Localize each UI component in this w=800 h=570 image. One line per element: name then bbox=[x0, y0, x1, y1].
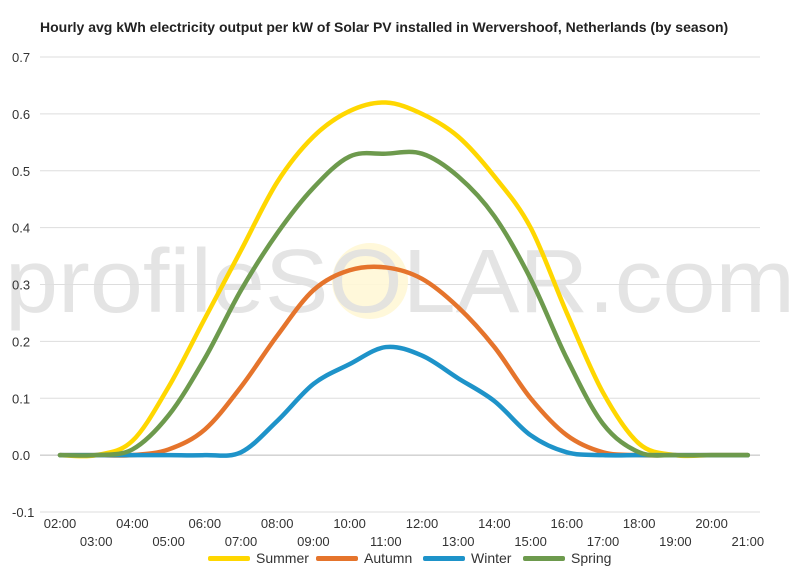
x-tick-label: 08:00 bbox=[261, 516, 294, 531]
y-tick-label: 0.6 bbox=[12, 107, 30, 122]
x-tick-label: 20:00 bbox=[695, 516, 728, 531]
x-tick-label: 11:00 bbox=[370, 534, 402, 549]
legend-swatch bbox=[208, 555, 250, 561]
legend-swatch bbox=[523, 555, 565, 561]
y-tick-label: 0.5 bbox=[12, 164, 30, 179]
legend-label: Winter bbox=[471, 550, 512, 566]
watermark-sun-logo bbox=[332, 243, 408, 319]
x-tick-label: 05:00 bbox=[152, 534, 185, 549]
legend-item-autumn[interactable]: Autumn bbox=[316, 548, 412, 568]
watermark-text: profileSOLAR.com bbox=[5, 232, 795, 332]
legend-label: Autumn bbox=[364, 550, 413, 566]
x-tick-label: 10:00 bbox=[333, 516, 366, 531]
x-tick-label: 16:00 bbox=[551, 516, 584, 531]
series-line-winter bbox=[57, 344, 751, 458]
x-tick-label: 17:00 bbox=[587, 534, 620, 549]
y-tick-label: 0.1 bbox=[12, 391, 30, 406]
y-tick-label: -0.1 bbox=[12, 505, 34, 520]
x-tick-label: 21:00 bbox=[732, 534, 765, 549]
x-tick-label: 14:00 bbox=[478, 516, 511, 531]
x-tick-label: 15:00 bbox=[514, 534, 547, 549]
legend-label: Spring bbox=[571, 550, 612, 566]
x-tick-label: 07:00 bbox=[225, 534, 258, 549]
watermark: profileSOLAR.com bbox=[5, 232, 795, 332]
x-tick-label: 13:00 bbox=[442, 534, 475, 549]
legend-item-summer[interactable]: Summer bbox=[208, 548, 309, 568]
series-line-summer bbox=[57, 100, 751, 459]
y-tick-label: 0.4 bbox=[12, 221, 30, 236]
y-tick-label: 0.0 bbox=[12, 448, 30, 463]
axes: 0.7 0.6 0.5 0.4 0.3 0.2 0.1 0.0 -0.1 02:0003:0004… bbox=[12, 50, 764, 549]
legend-swatch bbox=[423, 555, 465, 561]
legend-item-winter[interactable]: Winter bbox=[423, 548, 511, 568]
series-line-spring bbox=[57, 149, 751, 458]
x-tick-label: 18:00 bbox=[623, 516, 656, 531]
x-tick-label: 02:00 bbox=[44, 516, 77, 531]
legend-swatch bbox=[316, 555, 358, 561]
y-tick-label: 0.2 bbox=[12, 334, 30, 349]
x-tick-label: 03:00 bbox=[80, 534, 113, 549]
legend-label: Summer bbox=[256, 550, 309, 566]
x-tick-label: 06:00 bbox=[189, 516, 222, 531]
y-tick-label: 0.7 bbox=[12, 50, 30, 65]
legend: Summer Autumn Winter Spring bbox=[0, 548, 800, 568]
x-tick-label: 12:00 bbox=[406, 516, 439, 531]
x-tick-label: 19:00 bbox=[659, 534, 692, 549]
legend-item-spring[interactable]: Spring bbox=[523, 548, 611, 568]
chart-title: Hourly avg kWh electricity output per kW… bbox=[40, 19, 729, 35]
y-tick-label: 0.3 bbox=[12, 278, 30, 293]
x-tick-label: 09:00 bbox=[297, 534, 330, 549]
series-lines bbox=[57, 100, 751, 459]
x-tick-label: 04:00 bbox=[116, 516, 149, 531]
